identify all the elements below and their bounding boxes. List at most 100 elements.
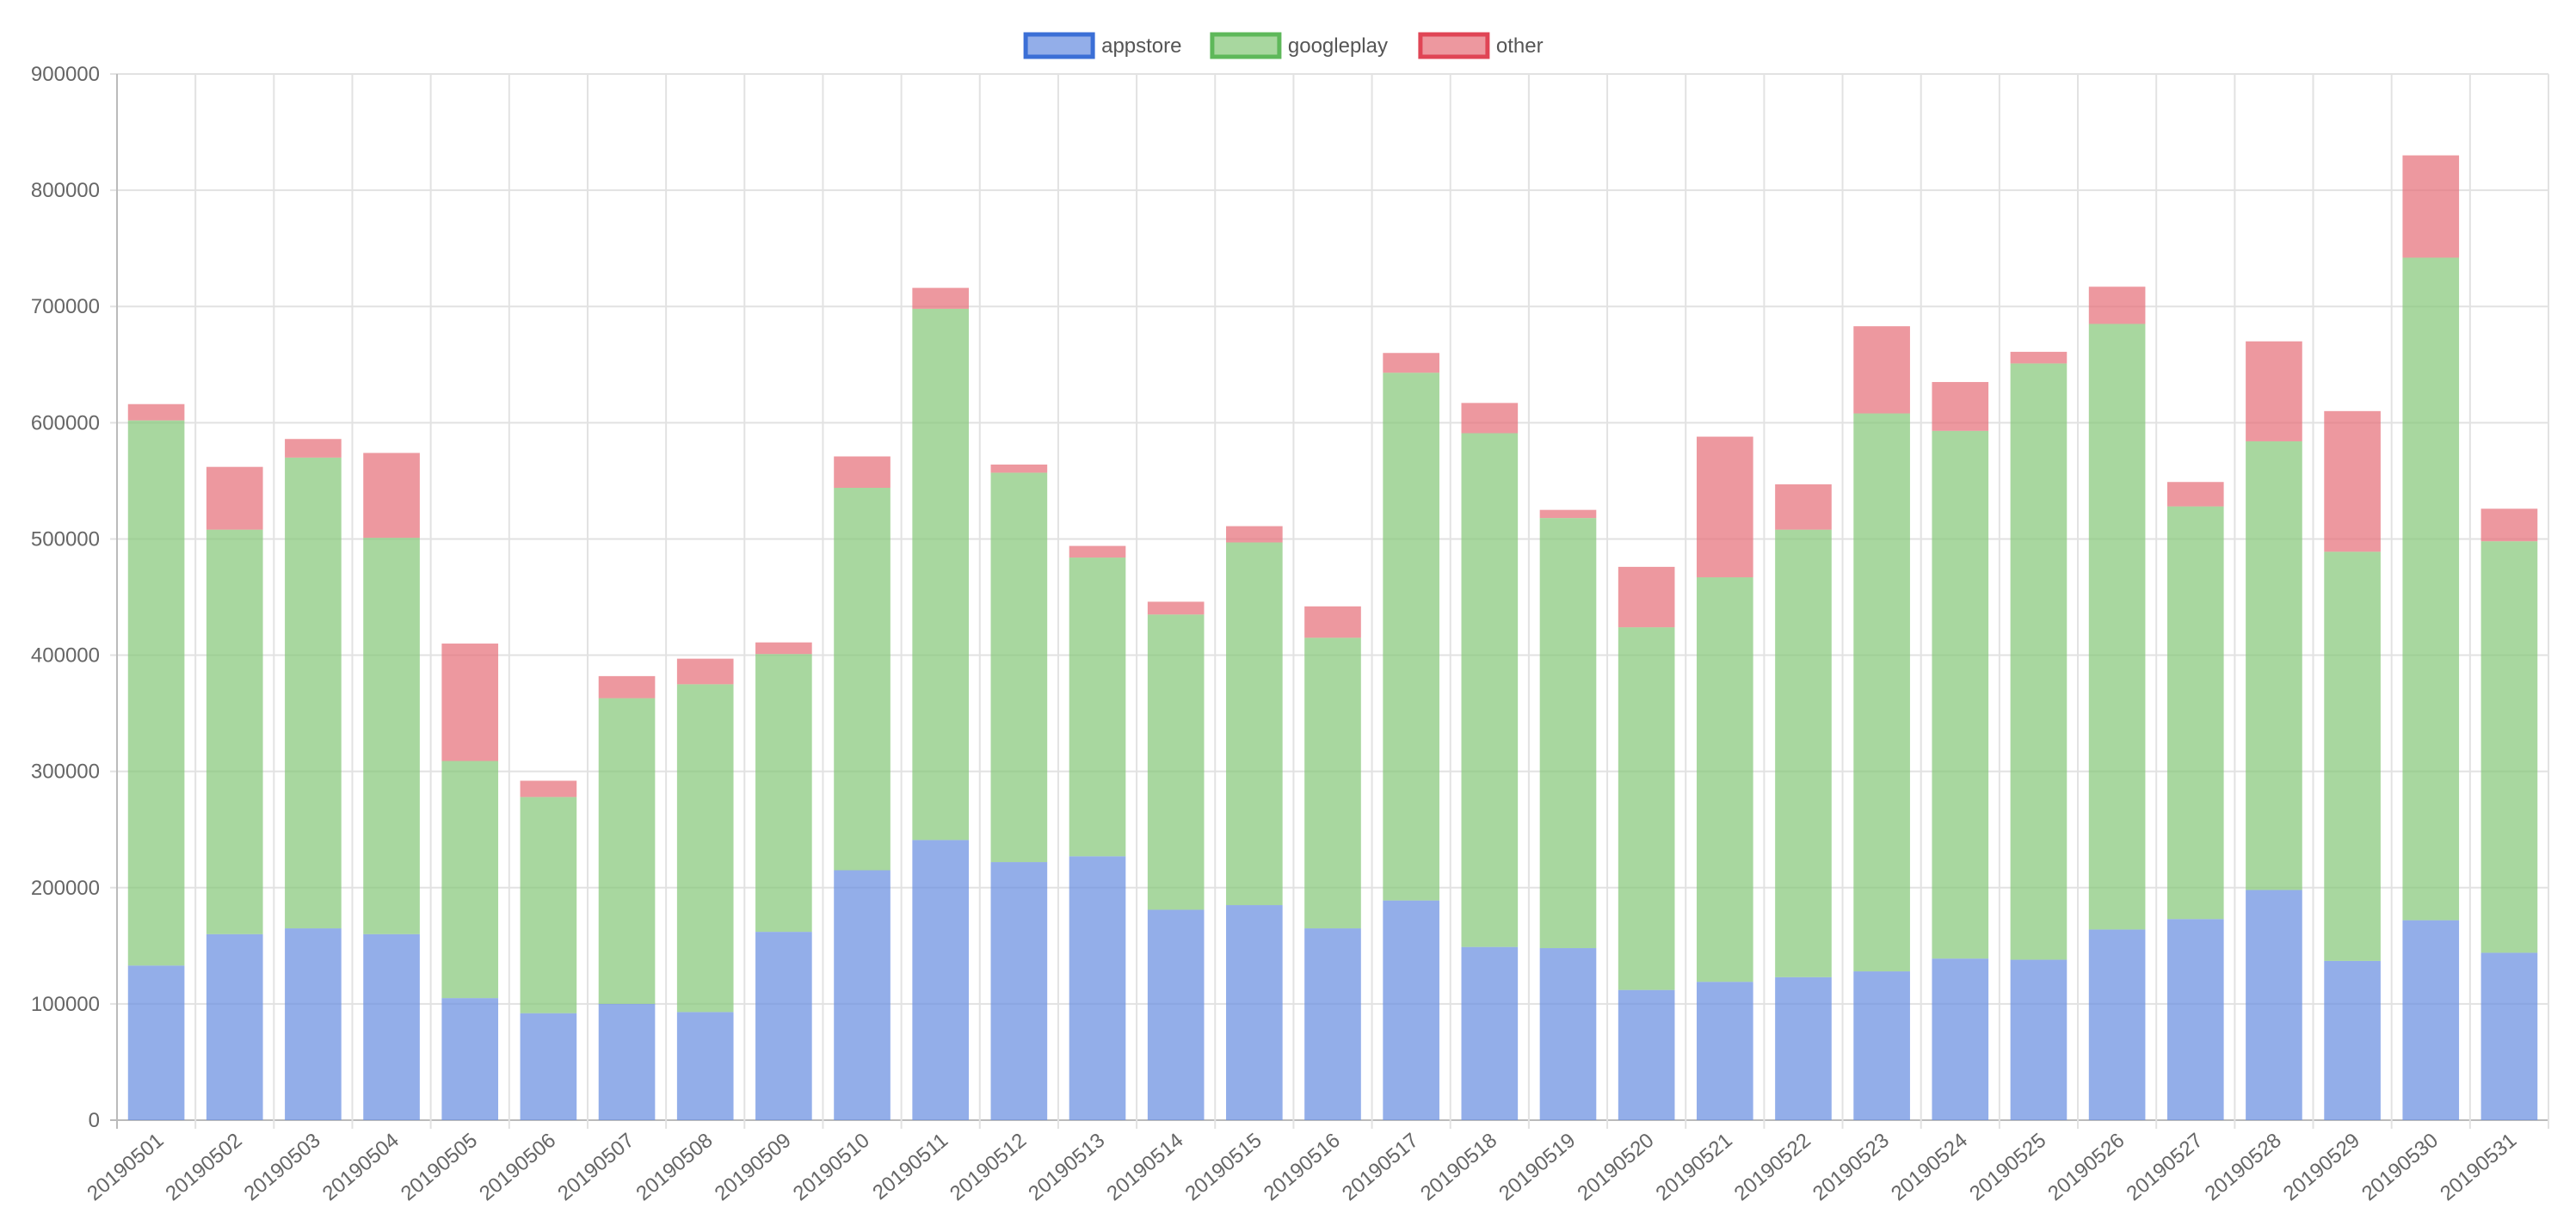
x-tick-label: 20190507: [553, 1129, 638, 1205]
bar-appstore: [1461, 946, 1519, 1120]
bar-other: [676, 658, 734, 685]
bar-appstore: [2166, 919, 2224, 1120]
bar-other: [912, 287, 970, 309]
bar-other: [206, 466, 263, 530]
bar-appstore: [1304, 928, 1361, 1120]
bar-appstore: [834, 870, 891, 1120]
x-tick-label: 20190514: [1102, 1129, 1187, 1205]
x-tick-label: 20190521: [1652, 1129, 1737, 1205]
bar-googleplay: [363, 538, 420, 934]
bar-appstore: [1696, 982, 1753, 1120]
x-tick-label: 20190511: [868, 1129, 952, 1204]
legend-swatch-other: [1418, 32, 1490, 59]
bar-appstore: [1932, 958, 1989, 1120]
bar-other: [755, 642, 812, 655]
bar-appstore: [285, 928, 342, 1120]
bar-other: [127, 403, 185, 421]
bar-other: [1775, 484, 1832, 530]
bar-googleplay: [2010, 363, 2068, 960]
bar-googleplay: [990, 472, 1048, 863]
x-tick-label: 20190523: [1809, 1129, 1894, 1205]
bar-other: [2088, 286, 2146, 324]
y-tick-label: 400000: [31, 644, 100, 668]
bar-appstore: [1853, 971, 1910, 1120]
y-tick-label: 300000: [31, 761, 100, 784]
bar-googleplay: [2324, 551, 2381, 961]
bar-other: [2402, 155, 2460, 258]
bar-googleplay: [755, 654, 812, 933]
x-tick-label: 20190531: [2436, 1129, 2521, 1205]
bar-googleplay: [1853, 413, 1910, 972]
bar-appstore: [598, 1003, 656, 1120]
bar-appstore: [2246, 890, 2302, 1120]
bar-appstore: [2088, 929, 2146, 1120]
y-tick-label: 500000: [31, 527, 100, 551]
x-tick-label: 20190517: [1338, 1129, 1423, 1205]
bar-appstore: [363, 933, 420, 1120]
bar-googleplay: [127, 420, 185, 966]
bar-other: [2166, 482, 2224, 507]
bar-googleplay: [520, 797, 577, 1013]
y-tick-label: 100000: [31, 993, 100, 1016]
bar-other: [598, 675, 656, 699]
bar-other: [1461, 403, 1519, 434]
bar-googleplay: [206, 529, 263, 934]
bar-other: [441, 644, 499, 761]
bar-appstore: [1383, 900, 1439, 1120]
bar-googleplay: [1775, 529, 1832, 977]
bar-appstore: [2480, 952, 2538, 1120]
bar-other: [2480, 508, 2538, 542]
bar-appstore: [1539, 948, 1597, 1120]
x-tick-label: 20190504: [318, 1129, 404, 1205]
bar-googleplay: [1618, 627, 1675, 990]
y-tick-label: 800000: [31, 179, 100, 202]
bar-googleplay: [285, 457, 342, 929]
x-tick-label: 20190526: [2043, 1129, 2129, 1205]
bar-googleplay: [1696, 577, 1753, 983]
x-tick-label: 20190518: [1416, 1129, 1501, 1205]
bar-googleplay: [834, 487, 891, 871]
y-tick-label: 700000: [31, 295, 100, 318]
bar-other: [1539, 509, 1597, 519]
x-tick-label: 20190509: [711, 1129, 796, 1205]
y-tick-label: 900000: [31, 63, 100, 86]
bar-appstore: [2324, 960, 2381, 1120]
bar-other: [1226, 526, 1283, 543]
bar-googleplay: [1069, 557, 1126, 857]
bar-other: [1696, 436, 1753, 578]
legend-swatch-googleplay: [1210, 32, 1282, 59]
bar-other: [2324, 410, 2381, 552]
bar-googleplay: [598, 698, 656, 1004]
bar-googleplay: [1226, 542, 1283, 906]
bar-other: [1147, 601, 1205, 615]
bar-googleplay: [1147, 614, 1205, 910]
y-tick-label: 600000: [31, 411, 100, 434]
x-tick-label: 20190515: [1181, 1129, 1266, 1205]
bar-googleplay: [1383, 373, 1439, 901]
bar-appstore: [1069, 856, 1126, 1120]
x-tick-label: 20190520: [1573, 1129, 1658, 1205]
x-tick-label: 20190519: [1494, 1129, 1580, 1205]
legend-swatch-appstore: [1023, 32, 1095, 59]
bar-other: [285, 439, 342, 458]
x-tick-label: 20190510: [789, 1129, 874, 1205]
bar-appstore: [127, 965, 185, 1120]
x-tick-label: 20190525: [1965, 1129, 2050, 1205]
x-tick-label: 20190529: [2279, 1129, 2364, 1205]
bar-googleplay: [912, 308, 970, 841]
y-tick-label: 200000: [31, 877, 100, 900]
bar-appstore: [520, 1013, 577, 1120]
bar-other: [520, 780, 577, 798]
bar-googleplay: [2166, 506, 2224, 920]
x-tick-label: 20190508: [632, 1129, 717, 1205]
x-tick-label: 20190501: [83, 1129, 168, 1205]
bar-appstore: [912, 840, 970, 1120]
x-tick-label: 20190505: [397, 1129, 482, 1205]
x-tick-label: 20190528: [2201, 1129, 2286, 1205]
bar-other: [1069, 545, 1126, 558]
bar-other: [2010, 351, 2068, 364]
bar-appstore: [1226, 905, 1283, 1120]
bar-appstore: [2010, 959, 2068, 1120]
bar-googleplay: [1539, 518, 1597, 949]
